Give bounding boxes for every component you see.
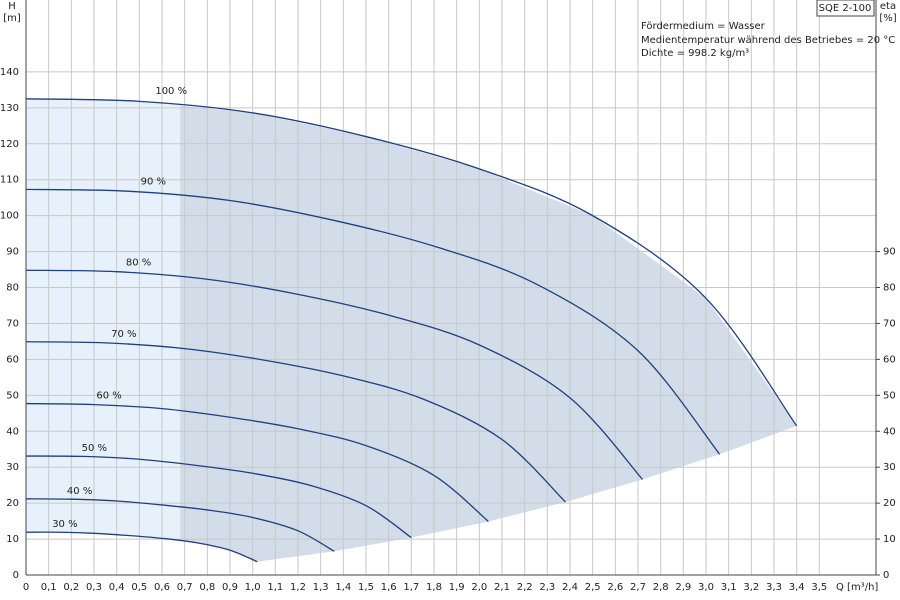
x-tick-label: 0,9 bbox=[222, 582, 238, 593]
curve-label: 30 % bbox=[52, 519, 77, 530]
curve-label: 100 % bbox=[155, 86, 187, 97]
y2-tick-label: 90 bbox=[883, 247, 896, 258]
y-tick-label: 110 bbox=[0, 175, 19, 186]
y2-tick-label: 50 bbox=[883, 390, 896, 401]
x-tick-label: 2,0 bbox=[471, 582, 487, 593]
x-tick-label: 1,1 bbox=[267, 582, 283, 593]
pump-curve bbox=[25, 455, 412, 539]
y-axis-label: H bbox=[8, 1, 16, 12]
x-tick-label: 2,4 bbox=[562, 582, 578, 593]
curve-label: 90 % bbox=[141, 176, 166, 187]
x-tick-label: 0,3 bbox=[86, 582, 102, 593]
x-tick-label: 2,8 bbox=[653, 582, 669, 593]
x-tick-label: 3,0 bbox=[698, 582, 714, 593]
y-tick-label: 130 bbox=[0, 103, 19, 114]
x-tick-label: 3,1 bbox=[721, 582, 737, 593]
y2-tick-label: 20 bbox=[883, 498, 896, 509]
x-tick-label: 2,5 bbox=[585, 582, 601, 593]
y-tick-label: 10 bbox=[6, 534, 19, 545]
x-tick-label: 0,1 bbox=[41, 582, 57, 593]
x-tick-label: 3,3 bbox=[766, 582, 782, 593]
pump-curve bbox=[25, 341, 566, 503]
pump-curve bbox=[25, 98, 798, 427]
y2-tick-label: 10 bbox=[883, 534, 896, 545]
y-tick-label: 0 bbox=[13, 570, 19, 581]
y-tick-label: 120 bbox=[0, 139, 19, 150]
x-tick-label: 0,8 bbox=[199, 582, 215, 593]
x-tick-label: 2,2 bbox=[517, 582, 533, 593]
y2-tick-label: 0 bbox=[883, 570, 889, 581]
y-tick-label: 20 bbox=[6, 498, 19, 509]
x-tick-label: 1,8 bbox=[426, 582, 442, 593]
curve-label: 40 % bbox=[67, 486, 92, 497]
chart-title: SQE 2-100 bbox=[819, 3, 872, 14]
y-tick-label: 60 bbox=[6, 354, 19, 365]
pump-curve bbox=[25, 188, 721, 455]
x-tick-label: 1,5 bbox=[358, 582, 374, 593]
y-tick-label: 70 bbox=[6, 318, 19, 329]
curve-label: 80 % bbox=[126, 257, 151, 268]
info-line: Medientemperatur während des Betriebes =… bbox=[641, 35, 895, 46]
y2-axis-unit: [%] bbox=[879, 13, 896, 24]
x-tick-label: 1,9 bbox=[449, 582, 465, 593]
x-tick-label: 3,2 bbox=[743, 582, 759, 593]
y-tick-label: 50 bbox=[6, 390, 19, 401]
y-tick-label: 100 bbox=[0, 211, 19, 222]
y2-tick-label: 70 bbox=[883, 318, 896, 329]
x-tick-label: 1,2 bbox=[290, 582, 306, 593]
x-tick-label: 1,4 bbox=[335, 582, 351, 593]
y-tick-label: 140 bbox=[0, 67, 19, 78]
x-tick-label: 0,5 bbox=[131, 582, 147, 593]
curve-label: 70 % bbox=[111, 329, 136, 340]
y-tick-label: 40 bbox=[6, 426, 19, 437]
y-tick-label: 30 bbox=[6, 462, 19, 473]
x-tick-label: 0 bbox=[23, 582, 29, 593]
x-tick-label: 0,2 bbox=[63, 582, 79, 593]
x-tick-label: 3,5 bbox=[811, 582, 827, 593]
y-tick-label: 80 bbox=[6, 283, 19, 294]
x-tick-label: 1,0 bbox=[245, 582, 261, 593]
x-tick-label: 1,3 bbox=[313, 582, 329, 593]
y2-axis-label: eta bbox=[880, 1, 896, 12]
x-tick-label: 0,6 bbox=[154, 582, 170, 593]
x-tick-label: 0,7 bbox=[177, 582, 193, 593]
info-line: Fördermedium = Wasser bbox=[641, 21, 766, 32]
pump-curve bbox=[25, 402, 489, 522]
pump-curve bbox=[25, 498, 335, 552]
y2-tick-label: 60 bbox=[883, 354, 896, 365]
y2-tick-label: 30 bbox=[883, 462, 896, 473]
pump-curve bbox=[25, 269, 644, 480]
x-tick-label: 2,7 bbox=[630, 582, 646, 593]
x-tick-label: 2,6 bbox=[607, 582, 623, 593]
curve-label: 60 % bbox=[96, 391, 121, 402]
x-tick-label: 1,7 bbox=[403, 582, 419, 593]
x-tick-label: 0,4 bbox=[109, 582, 125, 593]
x-tick-label: 3,4 bbox=[789, 582, 805, 593]
y-tick-label: 90 bbox=[6, 247, 19, 258]
y2-tick-label: 80 bbox=[883, 283, 896, 294]
pump-curve bbox=[25, 531, 258, 563]
x-tick-label: 1,6 bbox=[381, 582, 397, 593]
x-tick-label: 2,3 bbox=[539, 582, 555, 593]
x-tick-label: 2,9 bbox=[675, 582, 691, 593]
x-axis-label: Q [m³/h] bbox=[836, 582, 878, 593]
x-tick-label: 2,1 bbox=[494, 582, 510, 593]
title-box bbox=[816, 0, 875, 17]
curve-label: 50 % bbox=[82, 443, 107, 454]
info-line: Dichte = 998.2 kg/m³ bbox=[641, 48, 749, 59]
y2-tick-label: 40 bbox=[883, 426, 896, 437]
y-axis-unit: [m] bbox=[3, 13, 21, 24]
